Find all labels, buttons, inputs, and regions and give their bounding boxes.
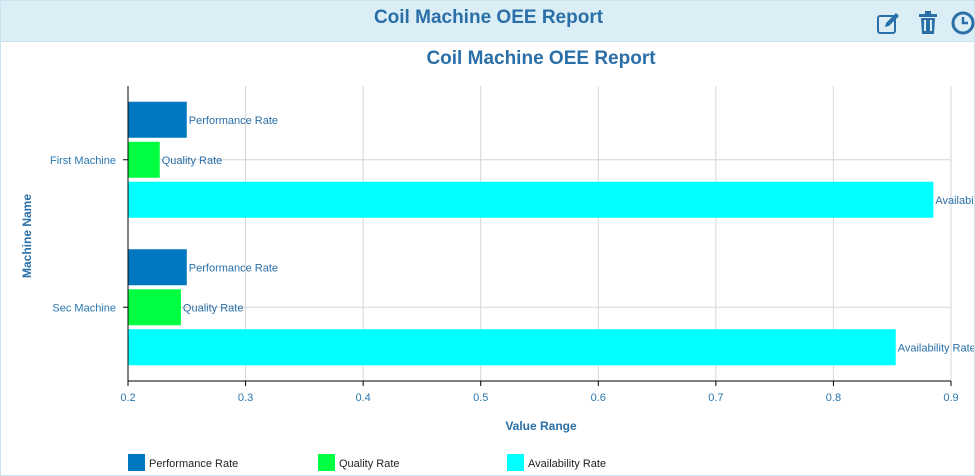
axes: 0.2 0.3 0.4 0.5 0.6 0.7 0.8 0.9 First Machine Sec… <box>50 86 959 404</box>
bar-performance-rate <box>128 249 187 286</box>
data-label: Availability Rate <box>898 342 974 354</box>
data-label: Quality Rate <box>183 302 244 314</box>
bar-availability-rate <box>128 329 896 366</box>
bars: Performance Rate Quality Rate Availability… <box>128 101 974 366</box>
clock-icon <box>951 11 975 35</box>
trash-icon <box>919 11 937 34</box>
legend-swatch <box>507 454 524 471</box>
legend-swatch <box>128 454 145 471</box>
x-tick-label: 0.4 <box>355 392 370 404</box>
y-axis-title: Machine Name <box>20 194 34 278</box>
data-label: Availability Rate <box>935 195 974 207</box>
x-tick-label: 0.8 <box>826 392 841 404</box>
history-button[interactable] <box>950 10 975 36</box>
data-label: Quality Rate <box>162 155 223 167</box>
legend-label: Quality Rate <box>339 458 400 470</box>
legend-label: Availability Rate <box>528 458 606 470</box>
data-label: Performance Rate <box>189 262 278 274</box>
x-tick-label: 0.5 <box>473 392 488 404</box>
x-tick-label: 0.6 <box>591 392 606 404</box>
delete-button[interactable] <box>915 10 941 36</box>
panel-header: Coil Machine OEE Report <box>1 1 975 42</box>
bar-quality-rate <box>128 141 160 178</box>
x-tick-label: 0.7 <box>708 392 723 404</box>
x-tick-label: 0.9 <box>943 392 958 404</box>
y-tick-label: Sec Machine <box>52 302 116 314</box>
bar-availability-rate <box>128 181 934 218</box>
edit-icon <box>877 13 899 34</box>
legend-label: Performance Rate <box>149 458 238 470</box>
page-title: Coil Machine OEE Report <box>373 7 604 28</box>
legend: Performance Rate Quality Rate Availability… <box>128 454 606 471</box>
chart-title: Coil Machine OEE Report <box>426 48 656 69</box>
x-tick-label: 0.2 <box>120 392 135 404</box>
edit-button[interactable] <box>876 10 902 36</box>
bar-performance-rate <box>128 101 187 138</box>
oee-bar-chart: Coil Machine OEE Report Performance Rate… <box>20 48 974 471</box>
x-axis-title: Value Range <box>505 419 577 433</box>
x-tick-label: 0.3 <box>238 392 253 404</box>
bar-quality-rate <box>128 289 181 326</box>
legend-swatch <box>318 454 335 471</box>
data-label: Performance Rate <box>189 115 278 127</box>
y-tick-label: First Machine <box>50 155 116 167</box>
